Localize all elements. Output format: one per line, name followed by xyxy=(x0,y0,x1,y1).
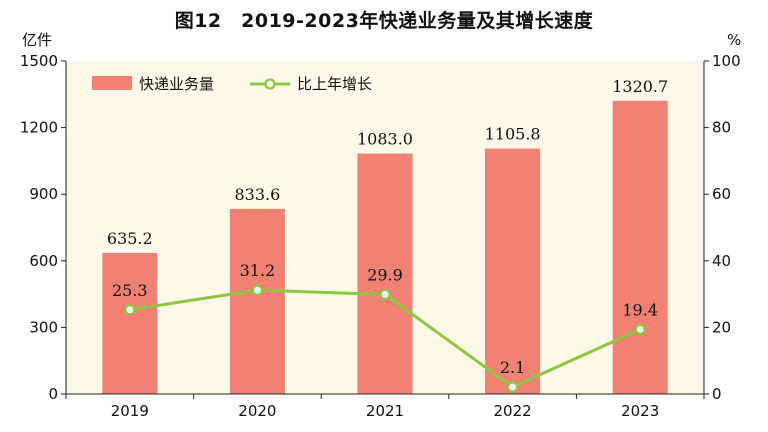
left-tick-label: 1500 xyxy=(20,52,58,70)
bar-2020 xyxy=(229,208,285,394)
legend-line-label: 比上年增长 xyxy=(297,75,372,93)
left-tick-label: 900 xyxy=(29,185,58,203)
bar-2023 xyxy=(612,100,668,395)
right-tick-label: 80 xyxy=(712,119,731,137)
legend-bar-label: 快递业务量 xyxy=(139,75,214,93)
bar-value-label: 833.6 xyxy=(234,185,280,204)
right-tick-label: 100 xyxy=(712,52,741,70)
right-tick-label: 0 xyxy=(712,385,722,403)
legend: 快递业务量 比上年增长 xyxy=(92,75,372,93)
legend-line-marker xyxy=(264,78,276,90)
x-tick-label: 2022 xyxy=(494,402,532,420)
bar-value-label: 635.2 xyxy=(107,229,153,248)
growth-value-label: 19.4 xyxy=(622,300,658,319)
x-tick-label: 2021 xyxy=(366,402,404,420)
growth-value-label: 2.1 xyxy=(500,358,525,377)
growth-value-label: 29.9 xyxy=(367,265,403,284)
bar-value-label: 1105.8 xyxy=(485,125,541,144)
x-tick-label: 2023 xyxy=(621,402,659,420)
growth-point-2019 xyxy=(124,304,136,316)
bar-value-label: 1083.0 xyxy=(357,130,413,149)
x-tick-label: 2020 xyxy=(238,402,276,420)
bar-2021 xyxy=(357,153,413,394)
right-axis-unit: % xyxy=(727,31,741,49)
right-tick-label: 40 xyxy=(712,252,731,270)
bar-2019 xyxy=(102,252,158,394)
growth-point-2022 xyxy=(506,381,519,393)
bar-value-label: 1320.7 xyxy=(612,77,668,96)
left-tick-label: 600 xyxy=(29,252,58,270)
growth-point-2023 xyxy=(634,323,646,335)
left-axis-unit: 亿件 xyxy=(22,31,52,49)
right-tick-label: 20 xyxy=(712,318,731,336)
legend-bar-swatch xyxy=(92,76,132,90)
bar-2022 xyxy=(485,148,541,394)
left-tick-label: 0 xyxy=(48,385,58,403)
chart-title: 图12 2019-2023年快递业务量及其增长速度 xyxy=(174,10,594,32)
right-tick-label: 60 xyxy=(712,185,731,203)
growth-value-label: 25.3 xyxy=(112,281,148,300)
growth-value-label: 31.2 xyxy=(240,261,276,280)
left-tick-label: 300 xyxy=(29,318,58,336)
growth-point-2020 xyxy=(251,284,263,296)
growth-point-2021 xyxy=(379,288,391,301)
left-tick-label: 1200 xyxy=(20,119,58,137)
x-tick-label: 2019 xyxy=(111,402,149,420)
